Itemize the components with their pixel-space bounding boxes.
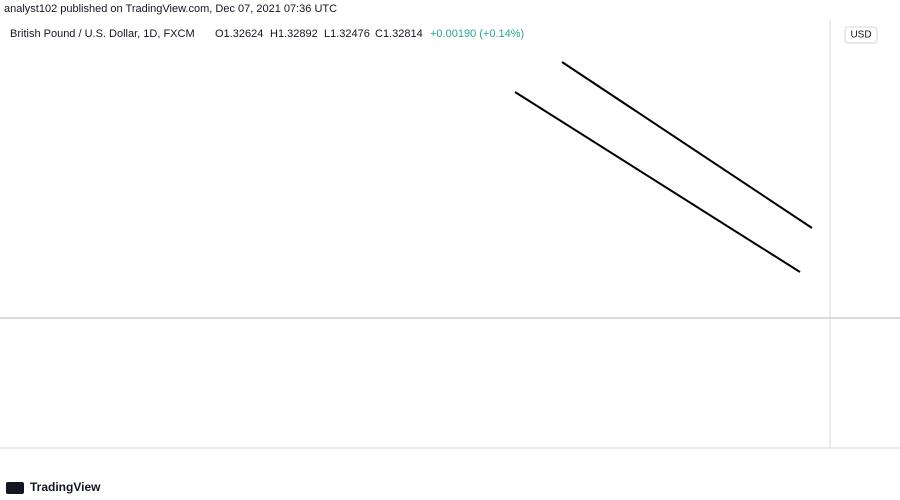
symbol: British Pound / U.S. Dollar, 1D, FXCM [10, 28, 195, 40]
high-value: H1.32892 [270, 28, 318, 40]
brand-logo [6, 482, 24, 494]
change-value: +0.00190 (+0.14%) [430, 28, 524, 40]
low-value: L1.32476 [324, 28, 370, 40]
currency-box[interactable] [844, 26, 878, 44]
channel-lower [514, 91, 801, 273]
brand: TradingView [30, 480, 101, 494]
channel-upper [561, 61, 813, 229]
close-value: C1.32814 [375, 28, 423, 40]
currency[interactable]: USD [850, 30, 871, 41]
open-value: O1.32624 [215, 28, 263, 40]
publisher-line: analyst102 published on TradingView.com,… [4, 3, 337, 15]
